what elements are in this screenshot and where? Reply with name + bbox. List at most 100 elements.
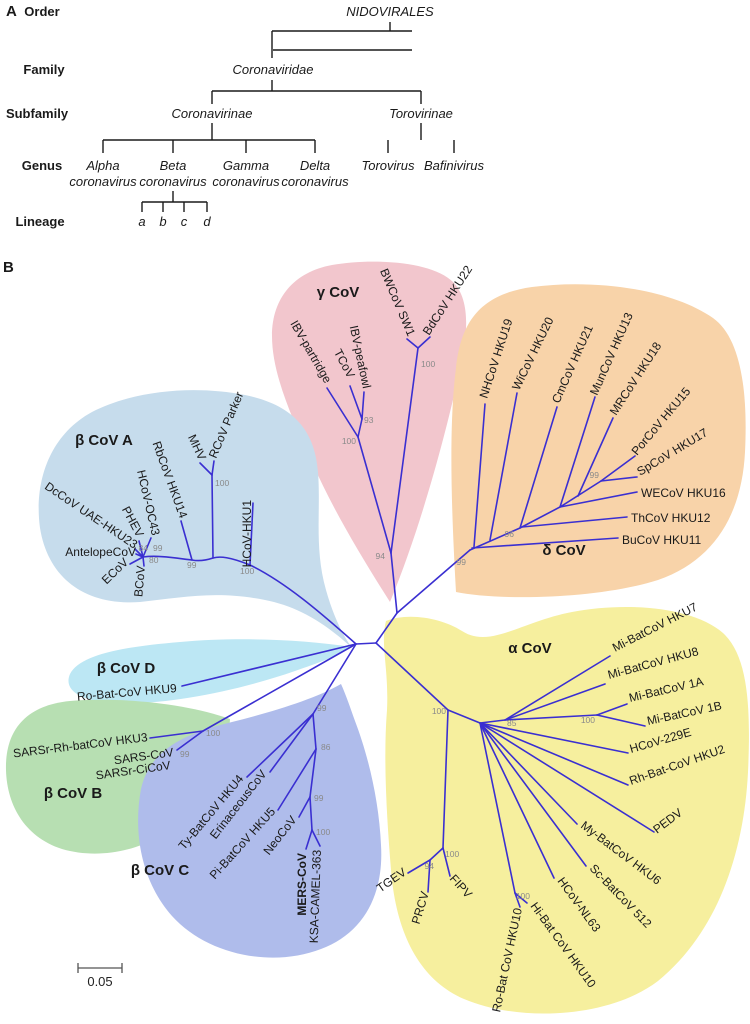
tree-branch	[596, 714, 646, 727]
tree-branch	[559, 396, 596, 508]
tree-branch	[199, 462, 213, 476]
taxon-genus-beta-word: coronavirus	[139, 174, 207, 189]
bootstrap-value: 100	[240, 566, 254, 576]
bootstrap-value: 94	[425, 861, 435, 871]
row-label-family: Family	[23, 62, 65, 77]
tree-branch	[471, 537, 619, 549]
bootstrap-value: 100	[445, 849, 459, 859]
bootstrap-value: 86	[321, 742, 331, 752]
bootstrap-values: 100 93 100 94 99 96 99 100 99 100 84 99 …	[139, 359, 600, 901]
tree-branch	[469, 480, 602, 551]
tree-branch	[479, 722, 516, 894]
clade-label-beta-d: β CoV D	[97, 660, 155, 677]
tree-branch	[142, 537, 152, 558]
bootstrap-value: 100	[421, 359, 435, 369]
taxon-genus-delta: Delta	[300, 158, 330, 173]
tree-branch	[202, 643, 357, 732]
clade-blob-alpha	[383, 606, 749, 1014]
clade-blobs	[5, 261, 749, 1014]
taxon-genus-gamma-word: coronavirus	[212, 174, 280, 189]
panel-b-phylogeny: B	[3, 259, 749, 1014]
scale-bar-lines	[77, 963, 123, 973]
bootstrap-value: 100	[432, 706, 446, 716]
row-label-lineage: Lineage	[15, 214, 64, 229]
bootstrap-value: 99	[457, 557, 467, 567]
tree-branch	[211, 460, 215, 476]
taxon-genus-gamma: Gamma	[223, 158, 269, 173]
panel-b-label: B	[3, 259, 14, 276]
bootstrap-value: 93	[364, 415, 374, 425]
tip-label-ksa-camel-363: KSA-CAMEL-363	[307, 849, 324, 943]
tree-branch	[390, 552, 398, 614]
bootstrap-value: 80	[149, 555, 159, 565]
lineage-b: b	[159, 214, 166, 229]
tree-branch	[309, 748, 317, 798]
taxonomy-connector-lines	[102, 22, 455, 212]
bootstrap-value: 99	[317, 703, 327, 713]
tree-branch	[357, 418, 363, 438]
tree-branch	[375, 642, 449, 711]
tree-branch	[305, 829, 313, 850]
tree-branch	[269, 713, 314, 773]
bootstrap-value: 99	[187, 560, 197, 570]
tree-branch	[479, 722, 629, 754]
tree-branch	[504, 714, 598, 721]
lineage-a: a	[138, 214, 145, 229]
clade-blob-beta-a	[38, 390, 353, 648]
row-label-subfamily: Subfamily	[6, 106, 69, 121]
taxon-order-nidovirales: NIDOVIRALES	[346, 4, 434, 19]
tip-label-wecov-hku16: WECoV HKU16	[641, 486, 726, 500]
tree-branch	[479, 722, 655, 833]
tree-branch	[277, 748, 317, 811]
bootstrap-value: 99	[180, 749, 190, 759]
taxon-genus-alpha-word: coronavirus	[69, 174, 137, 189]
tree-branch	[129, 556, 144, 565]
tree-branch	[375, 612, 398, 644]
tree-branch	[138, 540, 144, 558]
bootstrap-value: 96	[505, 529, 515, 539]
tree-branch	[479, 722, 578, 825]
clade-label-beta-a: β CoV A	[75, 432, 133, 449]
clade-blob-beta-d	[68, 639, 352, 704]
tree-branch	[577, 417, 614, 497]
tree-branch	[298, 796, 311, 818]
tree-branch	[181, 643, 357, 687]
tree-branch	[406, 338, 419, 349]
tree-branch	[396, 549, 471, 614]
tree-branch	[504, 655, 611, 721]
tree-branch	[596, 703, 628, 716]
tree-branch	[312, 643, 357, 715]
row-label-genus: Genus	[22, 158, 62, 173]
tree-branch	[249, 564, 357, 645]
tree-branch	[479, 722, 555, 879]
tip-label-bcov: BCoV	[131, 565, 148, 597]
bootstrap-value: 99	[153, 543, 163, 553]
lineage-c: c	[181, 214, 188, 229]
tree-branch	[479, 719, 506, 724]
tree-branch	[417, 336, 431, 349]
tree-branch	[311, 829, 321, 847]
tree-branch	[361, 391, 365, 420]
tree-branch	[135, 553, 144, 558]
tree-branch	[519, 406, 558, 529]
tree-branch	[355, 642, 377, 645]
taxon-genus-delta-word: coronavirus	[281, 174, 349, 189]
tip-label-hcov-hku1: HCoV-HKU1	[240, 500, 254, 568]
tree-branch	[514, 892, 528, 904]
tree-branch	[246, 713, 314, 778]
bootstrap-value: 100	[516, 891, 530, 901]
tree-branch	[326, 387, 359, 438]
tree-branch	[249, 502, 254, 566]
tree-branch	[357, 436, 392, 554]
tree-branch	[142, 556, 145, 567]
taxon-genus-torovirus: Torovirus	[362, 158, 415, 173]
panel-a-label: A	[6, 3, 17, 20]
clade-blob-delta	[451, 284, 746, 598]
tip-label-antelopecov: AntelopeCoV	[65, 545, 136, 559]
tip-label-mers-cov: MERS-CoV	[295, 853, 309, 916]
tree-branch	[309, 796, 313, 831]
clade-label-delta: δ CoV	[542, 542, 585, 559]
tree-branch	[600, 476, 638, 482]
